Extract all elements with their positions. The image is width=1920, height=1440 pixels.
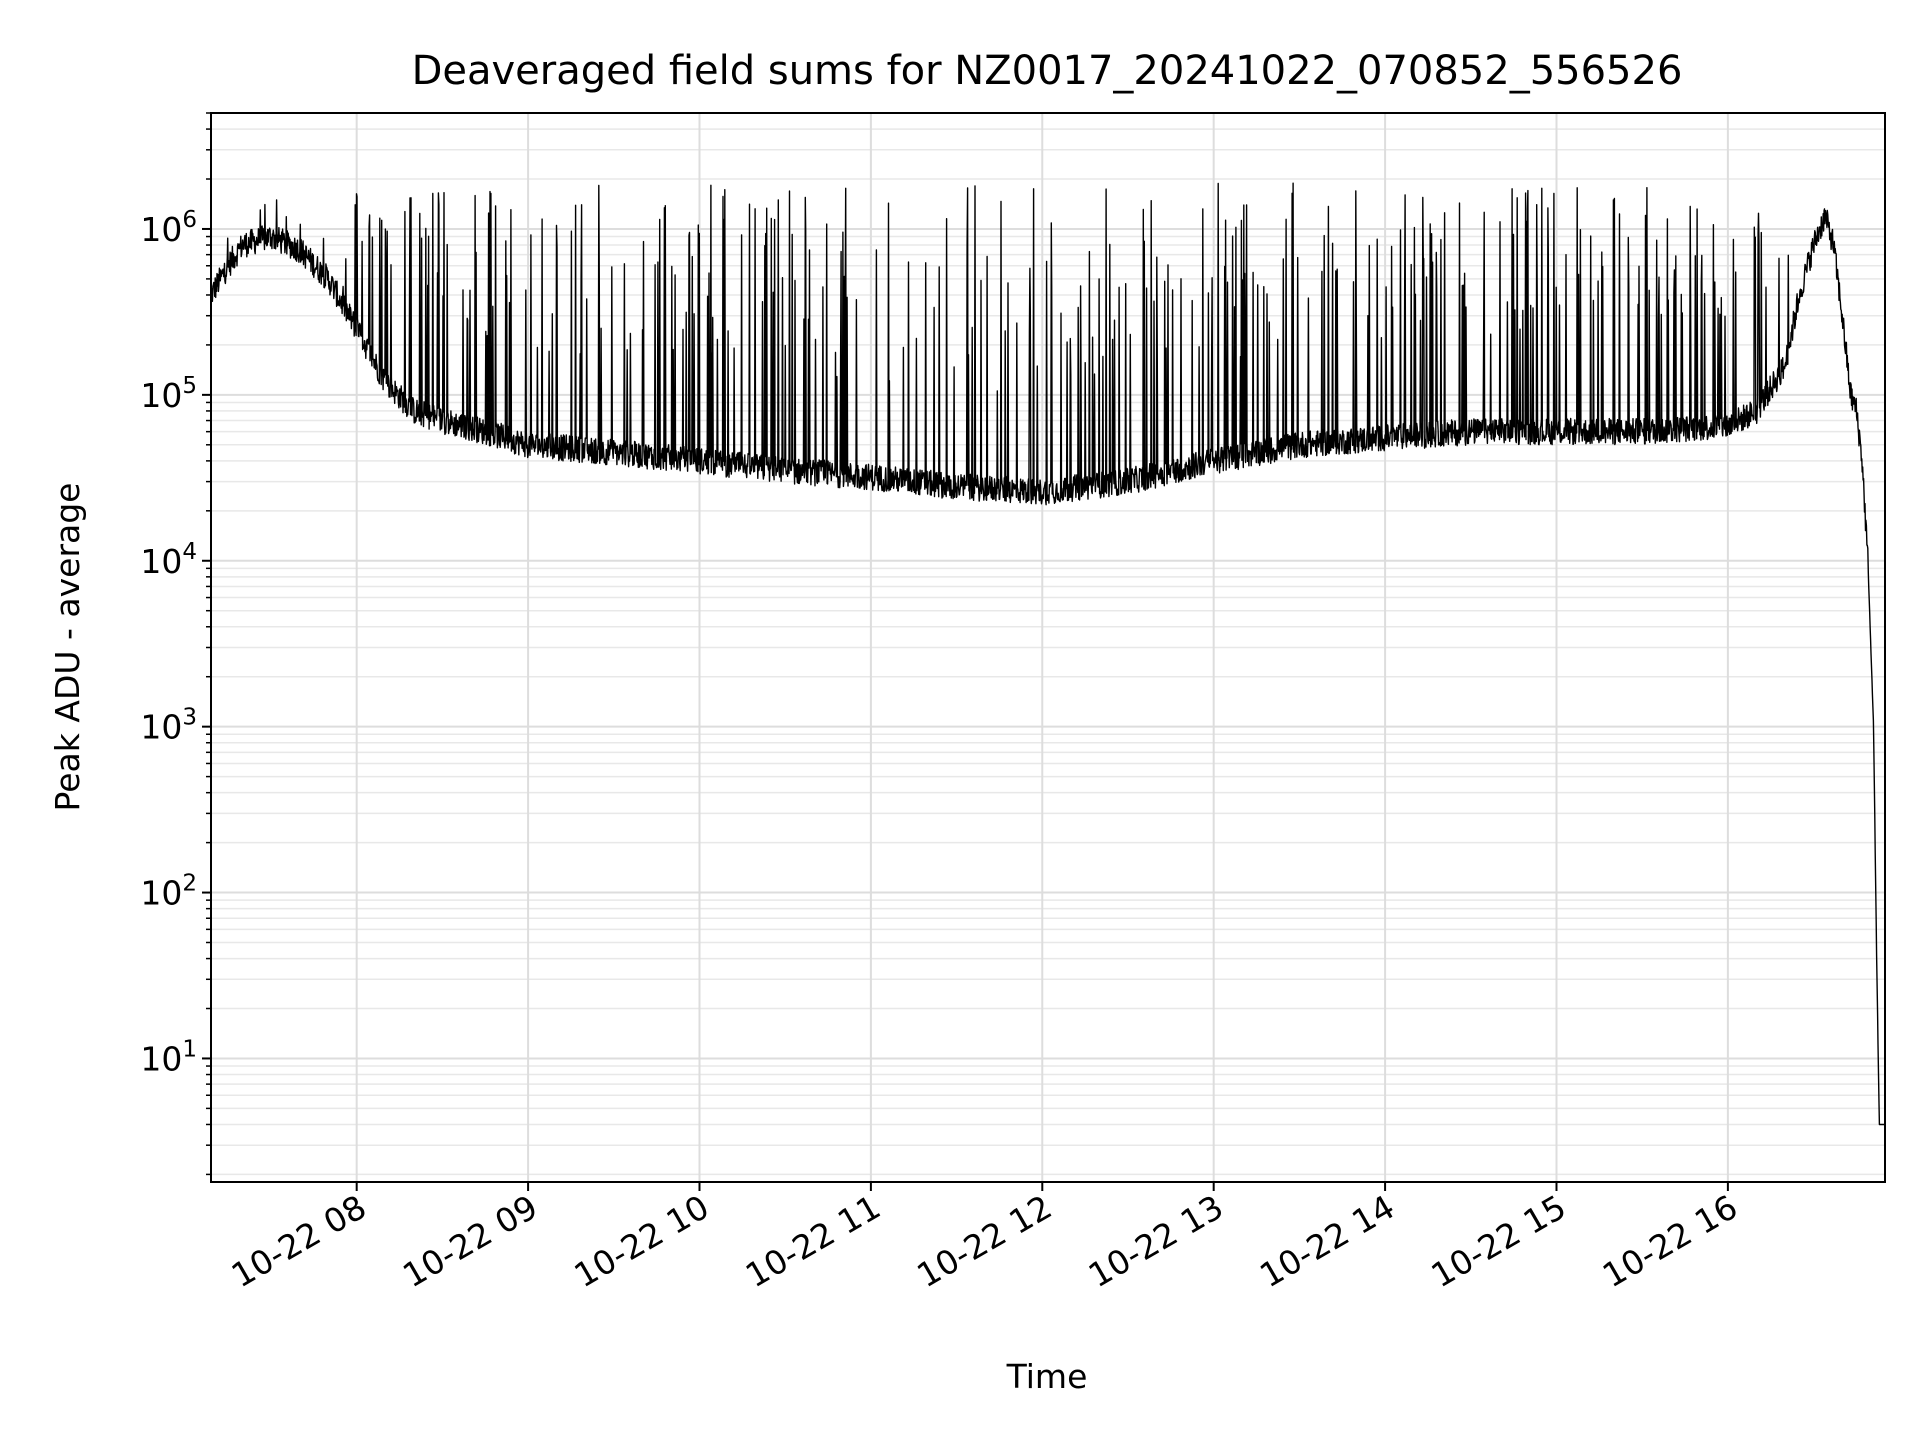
x-axis-label: Time xyxy=(1006,1357,1088,1396)
chart-title: Deaveraged field sums for NZ0017_2024102… xyxy=(412,48,1683,94)
y-tick-label: 105 xyxy=(140,373,197,415)
y-tick-label: 104 xyxy=(140,539,197,581)
y-tick-label: 106 xyxy=(140,207,197,249)
y-axis-ticks: 101 102 103 104 105 106 xyxy=(140,112,211,1176)
series-layer xyxy=(210,182,1886,1126)
y-tick-label: 102 xyxy=(140,871,197,913)
series-line xyxy=(210,182,1886,1126)
y-axis-label: Peak ADU - average xyxy=(48,483,87,812)
minor-gridlines xyxy=(211,112,1885,1176)
y-tick-label: 101 xyxy=(140,1036,197,1078)
y-tick-label: 103 xyxy=(140,705,197,747)
